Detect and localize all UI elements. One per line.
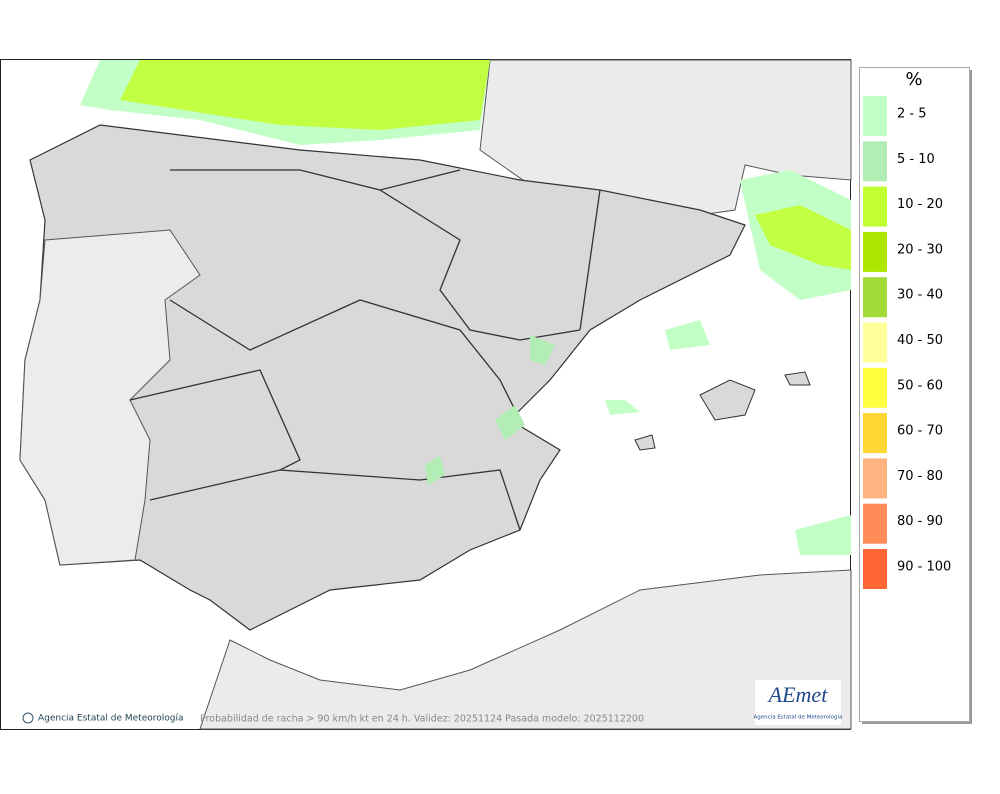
legend-label: 5 - 10 [897,152,935,167]
mallorca [699,379,756,421]
france [479,59,852,216]
legend-swatch [863,231,887,272]
legend-label: 70 - 80 [897,469,943,484]
portugal [19,229,201,566]
prob-area [605,400,851,555]
legend-swatch [863,458,887,499]
legend-label: 80 - 90 [897,514,943,529]
region-borders [129,169,601,531]
legend-swatch [863,503,887,544]
caption: Probabilidad de racha > 90 km/h kt en 24… [200,714,644,725]
prob-area [425,335,555,485]
legend-label: 10 - 20 [897,197,943,212]
legend-swatch [863,186,887,227]
logo-subtitle: Agencia Estatal de Meteorología [754,714,843,721]
legend-label: 40 - 50 [897,333,943,348]
legend-swatch [863,277,887,318]
credit: Agencia Estatal de Meteorología [38,714,184,724]
legend-label: 60 - 70 [897,424,943,439]
legend-label: 90 - 100 [897,560,951,575]
legend-label: 2 - 5 [897,107,927,122]
legend-title: % [905,69,922,90]
prob-area [665,320,710,350]
ibiza [634,434,656,451]
legend-label: 50 - 60 [897,378,943,393]
legend-swatch [863,322,887,363]
legend-items: 2 - 5 5 - 10 10 - 20 20 - 30 30 - 40 40 - 50 5… [863,96,951,589]
logo-box [755,680,841,725]
prob-area [120,60,490,130]
legend-label: 30 - 40 [897,288,943,303]
logo: AEmet [767,682,829,707]
legend-label: 20 - 30 [897,242,943,257]
legend-swatch [863,413,887,454]
menorca [784,371,811,386]
legend-swatch [863,96,887,136]
legend-swatch [863,141,887,182]
legend-swatch [863,549,887,589]
africa [199,569,852,730]
prob-area [755,205,851,270]
copyright-icon [22,712,34,724]
legend-swatch [863,367,887,408]
